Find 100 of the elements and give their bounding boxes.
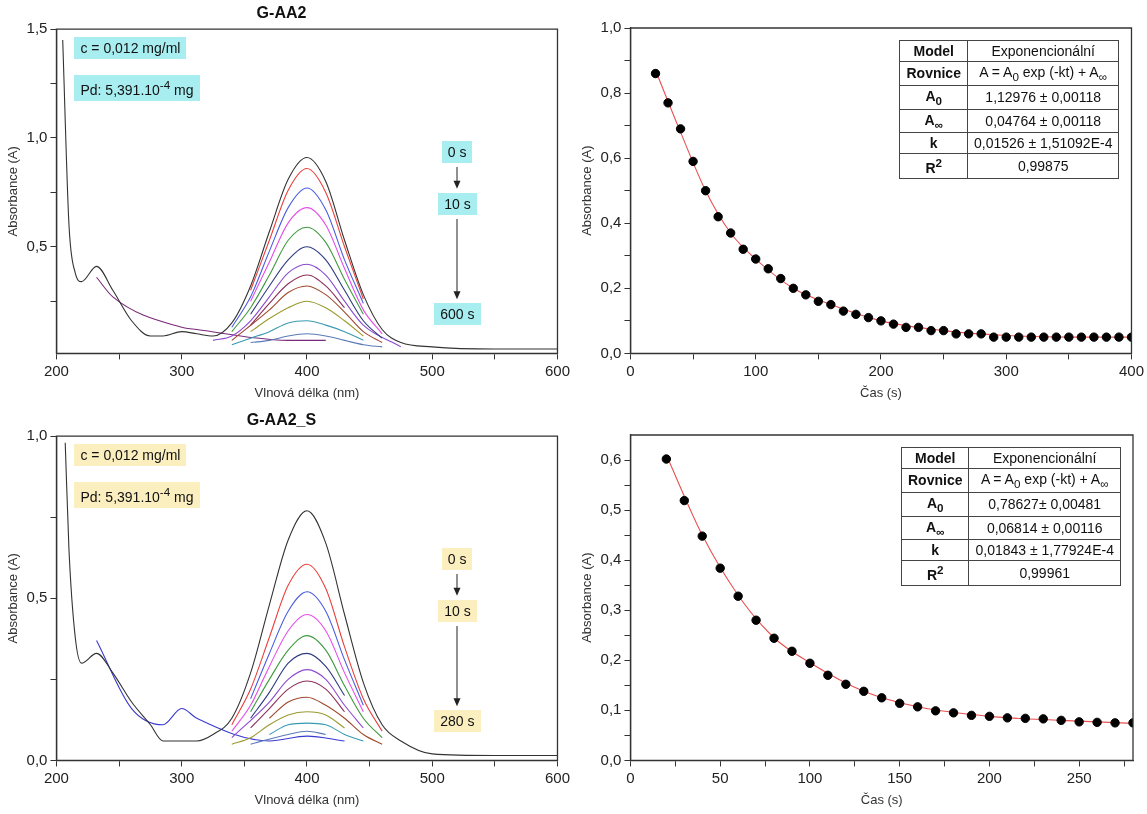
point bbox=[859, 686, 869, 697]
annotation: Rovnice bbox=[899, 61, 968, 86]
x-tick-label: 150 bbox=[887, 768, 913, 786]
x-axis-title: Čas (s) bbox=[860, 791, 903, 807]
chart-title: G-AA2_S bbox=[246, 411, 317, 429]
line-series bbox=[231, 285, 383, 344]
y-tick-label: 0,6 bbox=[600, 450, 622, 468]
y-tick-label: 1,0 bbox=[26, 426, 48, 444]
point bbox=[787, 646, 797, 656]
point bbox=[838, 306, 849, 316]
point bbox=[951, 329, 961, 339]
annotation: Exponencionální bbox=[968, 447, 1121, 469]
point bbox=[788, 283, 798, 294]
annotation: 280 s bbox=[434, 710, 481, 733]
annotation: Pd: 5,391.10$^{-4}$ mg bbox=[74, 75, 200, 101]
point bbox=[1039, 332, 1049, 342]
x-axis-title: Čas (s) bbox=[860, 384, 902, 400]
point bbox=[725, 228, 736, 238]
point bbox=[938, 325, 949, 336]
y-tick-label: 0,2 bbox=[600, 278, 622, 296]
annotation: 0,99875 bbox=[967, 153, 1119, 179]
annotation: R$^{2}$ bbox=[899, 153, 968, 179]
line-series bbox=[268, 722, 364, 742]
y-tick-label: 0,5 bbox=[26, 588, 48, 606]
point bbox=[851, 309, 861, 320]
x-tick-label: 200 bbox=[43, 361, 69, 379]
point bbox=[1074, 717, 1084, 727]
point bbox=[823, 670, 833, 680]
point bbox=[663, 98, 673, 108]
line-series bbox=[95, 639, 346, 742]
x-tick-label: 600 bbox=[544, 768, 570, 786]
point bbox=[912, 702, 923, 712]
point bbox=[1110, 718, 1120, 728]
line-series bbox=[231, 226, 364, 333]
point bbox=[876, 316, 886, 326]
annotation: k bbox=[899, 132, 968, 154]
point bbox=[805, 658, 815, 668]
y-tick-label: 0,0 bbox=[600, 343, 622, 361]
point bbox=[776, 273, 786, 284]
annotation: Model bbox=[901, 447, 969, 469]
y-tick-label: 0,8 bbox=[600, 83, 622, 101]
point bbox=[1101, 332, 1112, 342]
point bbox=[1076, 332, 1087, 342]
point bbox=[1002, 713, 1013, 723]
annotation: k bbox=[901, 539, 969, 561]
annotation: 0,04764 ± 0,00118 bbox=[967, 109, 1119, 133]
y-tick-label: 1,0 bbox=[26, 128, 48, 146]
line-series bbox=[250, 680, 346, 729]
y-tick-label: 1,0 bbox=[600, 18, 622, 36]
line-series bbox=[250, 167, 364, 300]
point bbox=[989, 332, 999, 342]
line-series bbox=[231, 563, 383, 732]
point bbox=[913, 322, 924, 333]
point bbox=[769, 633, 779, 643]
x-tick-label: 400 bbox=[294, 768, 320, 786]
point bbox=[1020, 713, 1031, 724]
point bbox=[675, 124, 686, 134]
x-tick-label: 200 bbox=[976, 768, 1002, 786]
annotation: 0 s bbox=[441, 548, 473, 571]
point bbox=[650, 68, 661, 79]
y-tick-label: 0,1 bbox=[600, 700, 622, 718]
y-tick-label: 0,4 bbox=[600, 550, 622, 568]
point bbox=[713, 212, 723, 222]
x-tick-label: 600 bbox=[544, 361, 570, 379]
annotation: 0,99961 bbox=[968, 560, 1121, 586]
y-tick-label: 0,2 bbox=[600, 650, 622, 668]
annotation: R$^{2}$ bbox=[901, 560, 969, 586]
annotation: Pd: 5,391.10$^{-4}$ mg bbox=[74, 482, 200, 508]
line-series bbox=[250, 300, 364, 337]
y-tick-label: 0,5 bbox=[600, 500, 622, 518]
annotation: 0,06814 ± 0,00116 bbox=[968, 516, 1121, 540]
point bbox=[697, 531, 707, 541]
point bbox=[966, 710, 977, 721]
x-tick-label: 250 bbox=[1066, 768, 1092, 786]
line-series bbox=[231, 613, 364, 732]
point bbox=[751, 254, 761, 264]
x-tick-label: 0 bbox=[626, 768, 635, 786]
line-series bbox=[231, 320, 364, 346]
point bbox=[926, 325, 936, 336]
x-tick-label: 0 bbox=[626, 361, 635, 379]
point bbox=[1064, 332, 1074, 342]
annotation: 0,78627± 0,00481 bbox=[968, 492, 1121, 517]
y-tick-label: 1,5 bbox=[26, 19, 48, 37]
point bbox=[733, 591, 743, 601]
point bbox=[738, 244, 748, 254]
point bbox=[948, 708, 959, 718]
point bbox=[877, 693, 887, 703]
annotation: 10 s bbox=[438, 600, 477, 623]
point bbox=[901, 322, 911, 333]
x-tick-label: 300 bbox=[169, 361, 195, 379]
point bbox=[1092, 717, 1102, 728]
point bbox=[888, 319, 899, 329]
annotation: c = 0,012 mg/ml bbox=[74, 37, 187, 60]
point bbox=[1114, 332, 1124, 342]
x-tick-label: 100 bbox=[743, 361, 769, 379]
line-series bbox=[250, 333, 383, 348]
point bbox=[963, 329, 974, 339]
y-axis-title: Absorbance (A) bbox=[5, 553, 21, 644]
x-tick-label: 200 bbox=[43, 768, 69, 786]
point bbox=[863, 312, 874, 323]
